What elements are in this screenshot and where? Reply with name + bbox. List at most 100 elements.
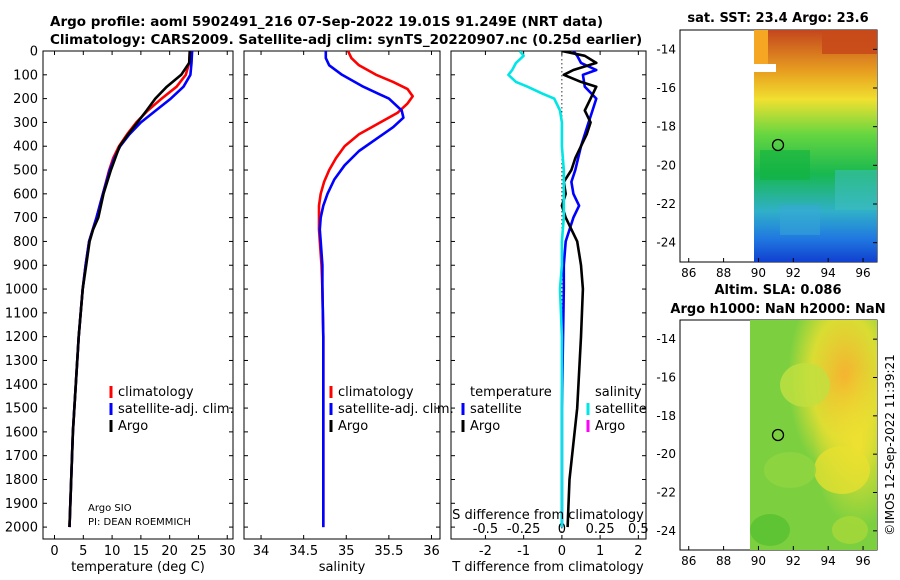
sst-map-field (754, 30, 877, 262)
lat-tick-label: -16 (656, 81, 676, 95)
series-line-satellite-adj-clim- (68, 51, 194, 528)
legend-label-satellite-adj: satellite-adj. clim. (118, 402, 234, 417)
lon-tick-label: 86 (681, 554, 696, 568)
secondary-tick-label: 0 (558, 522, 566, 537)
secondary-tick-label: 0.5 (628, 522, 649, 537)
temperature-xlabel: temperature (deg C) (71, 560, 205, 575)
x-tick-label: 0 (558, 544, 566, 559)
x-tick-label: 1 (596, 544, 604, 559)
difference-axes-frame (450, 50, 647, 540)
difference-legend-salinity: salinity satellite Argo (586, 385, 647, 434)
depth-tick-label: 400 (13, 140, 38, 155)
series-line-climatology (68, 51, 192, 528)
legend-heading-salinity: salinity (595, 385, 642, 400)
series-line-temperature-satellite (560, 51, 598, 528)
temperature-axis-ticks: 0 5 10 15 20 25 30 (43, 50, 236, 559)
x-tick-label: 35.5 (374, 544, 403, 559)
figure-title-line2: Climatology: CARS2009. Satellite-adj cli… (50, 32, 643, 48)
difference-legend-temperature: temperature satellite Argo (461, 385, 552, 434)
lat-tick-label: -14 (656, 332, 676, 346)
x-tick-label: 35 (338, 544, 355, 559)
timestamp-stamp: ©IMOS 12-Sep-2022 11:39:21 (883, 354, 897, 536)
difference-xlabel: T difference from climatology (451, 560, 644, 575)
series-line-temperature-argo (560, 51, 598, 528)
lat-tick-label: -24 (656, 524, 676, 538)
lon-tick-label: 96 (855, 554, 870, 568)
figure-title-line1: Argo profile: aoml 5902491_216 07-Sep-20… (50, 14, 604, 30)
series-line-argo (68, 51, 192, 528)
depth-tick-label: 700 (13, 211, 38, 226)
depth-tick-label: 1300 (5, 354, 38, 369)
depth-tick-label: 500 (13, 164, 38, 179)
x-tick-label: 34.5 (289, 544, 318, 559)
depth-tick-label: 900 (13, 259, 38, 274)
sst-map-ticks: 86 88 90 92 94 96 -14 -16 -18 -20 -22 -24 (656, 42, 877, 280)
salinity-legend: climatology satellite-adj. clim. Argo (329, 385, 454, 434)
depth-tick-label: 1200 (5, 330, 38, 345)
depth-tick-label: 1600 (5, 425, 38, 440)
x-tick-label: 15 (133, 544, 150, 559)
lon-tick-label: 90 (751, 554, 766, 568)
lat-tick-label: -24 (656, 236, 676, 250)
sla-map-field (750, 320, 877, 550)
secondary-tick-label: 0.25 (586, 522, 615, 537)
depth-tick-labels: 0 100 200 300 400 500 600 700 800 900 1000 1100 1200… (5, 45, 38, 536)
lon-tick-label: 94 (821, 266, 836, 280)
salinity-axes-frame (243, 50, 441, 540)
depth-tick-label: 2000 (5, 521, 38, 536)
x-tick-label: 36 (423, 544, 440, 559)
legend-label-climatology: climatology (338, 385, 414, 400)
depth-tick-label: 1100 (5, 306, 38, 321)
lat-tick-label: -20 (656, 447, 676, 461)
lat-tick-label: -22 (656, 197, 676, 211)
salinity-xlabel: salinity (319, 560, 366, 575)
depth-tick-label: 1400 (5, 378, 38, 393)
temperature-axes-frame (42, 50, 234, 540)
lon-tick-label: 88 (716, 266, 731, 280)
series-line-salinity-satellite (507, 51, 566, 528)
x-tick-label: 30 (219, 544, 236, 559)
x-tick-label: 20 (161, 544, 178, 559)
x-tick-label: 2 (634, 544, 642, 559)
credit-line2: PI: DEAN ROEMMICH (88, 517, 191, 528)
depth-tick-label: 1900 (5, 497, 38, 512)
lon-tick-label: 90 (751, 266, 766, 280)
lat-tick-label: -20 (656, 158, 676, 172)
depth-tick-label: 1000 (5, 283, 38, 298)
legend-label-satellite-adj: satellite-adj. clim. (338, 402, 454, 417)
legend-label-argo: Argo (338, 419, 368, 434)
sst-map-title: sat. SST: 23.4 Argo: 23.6 (687, 11, 868, 26)
lon-tick-label: 92 (786, 554, 801, 568)
x-tick-label: 0 (50, 544, 58, 559)
legend-label-temp-argo: Argo (470, 419, 500, 434)
secondary-tick-label: -0.25 (507, 522, 541, 537)
depth-tick-label: 300 (13, 116, 38, 131)
salinity-axis-ticks: 34 34.5 35 35.5 36 (244, 50, 440, 559)
series-line-satellite-adj-clim- (318, 51, 405, 528)
lat-tick-label: -14 (656, 42, 676, 56)
x-tick-label: 5 (79, 544, 87, 559)
depth-tick-label: 600 (13, 187, 38, 202)
depth-tick-label: 800 (13, 235, 38, 250)
lat-tick-label: -18 (656, 120, 676, 134)
depth-tick-label: 1700 (5, 449, 38, 464)
sla-map-title-line2: Argo h1000: NaN h2000: NaN (670, 302, 885, 317)
lat-tick-label: -18 (656, 409, 676, 423)
credit-line1: Argo SIO (88, 503, 132, 514)
depth-tick-label: 200 (13, 92, 38, 107)
argo-float-position-marker (771, 138, 785, 152)
legend-label-sal-argo: Argo (595, 419, 625, 434)
difference-secondary-xlabel: S difference from climatology (452, 508, 644, 523)
x-tick-label: 10 (104, 544, 121, 559)
sla-map-title-line1: Altim. SLA: 0.086 (715, 283, 842, 298)
legend-label-temp-satellite: satellite (470, 402, 522, 417)
x-tick-label: 34 (253, 544, 270, 559)
legend-label-argo: Argo (118, 419, 148, 434)
depth-tick-label: 100 (13, 68, 38, 83)
lat-tick-label: -22 (656, 486, 676, 500)
argo-float-position-marker-sla (771, 428, 785, 442)
legend-label-sal-satellite: satellite (595, 402, 647, 417)
sla-map-ticks: 86 88 90 92 94 96 -14 -16 -18 -20 -22 -24 (656, 332, 877, 568)
legend-heading-temperature: temperature (470, 385, 552, 400)
